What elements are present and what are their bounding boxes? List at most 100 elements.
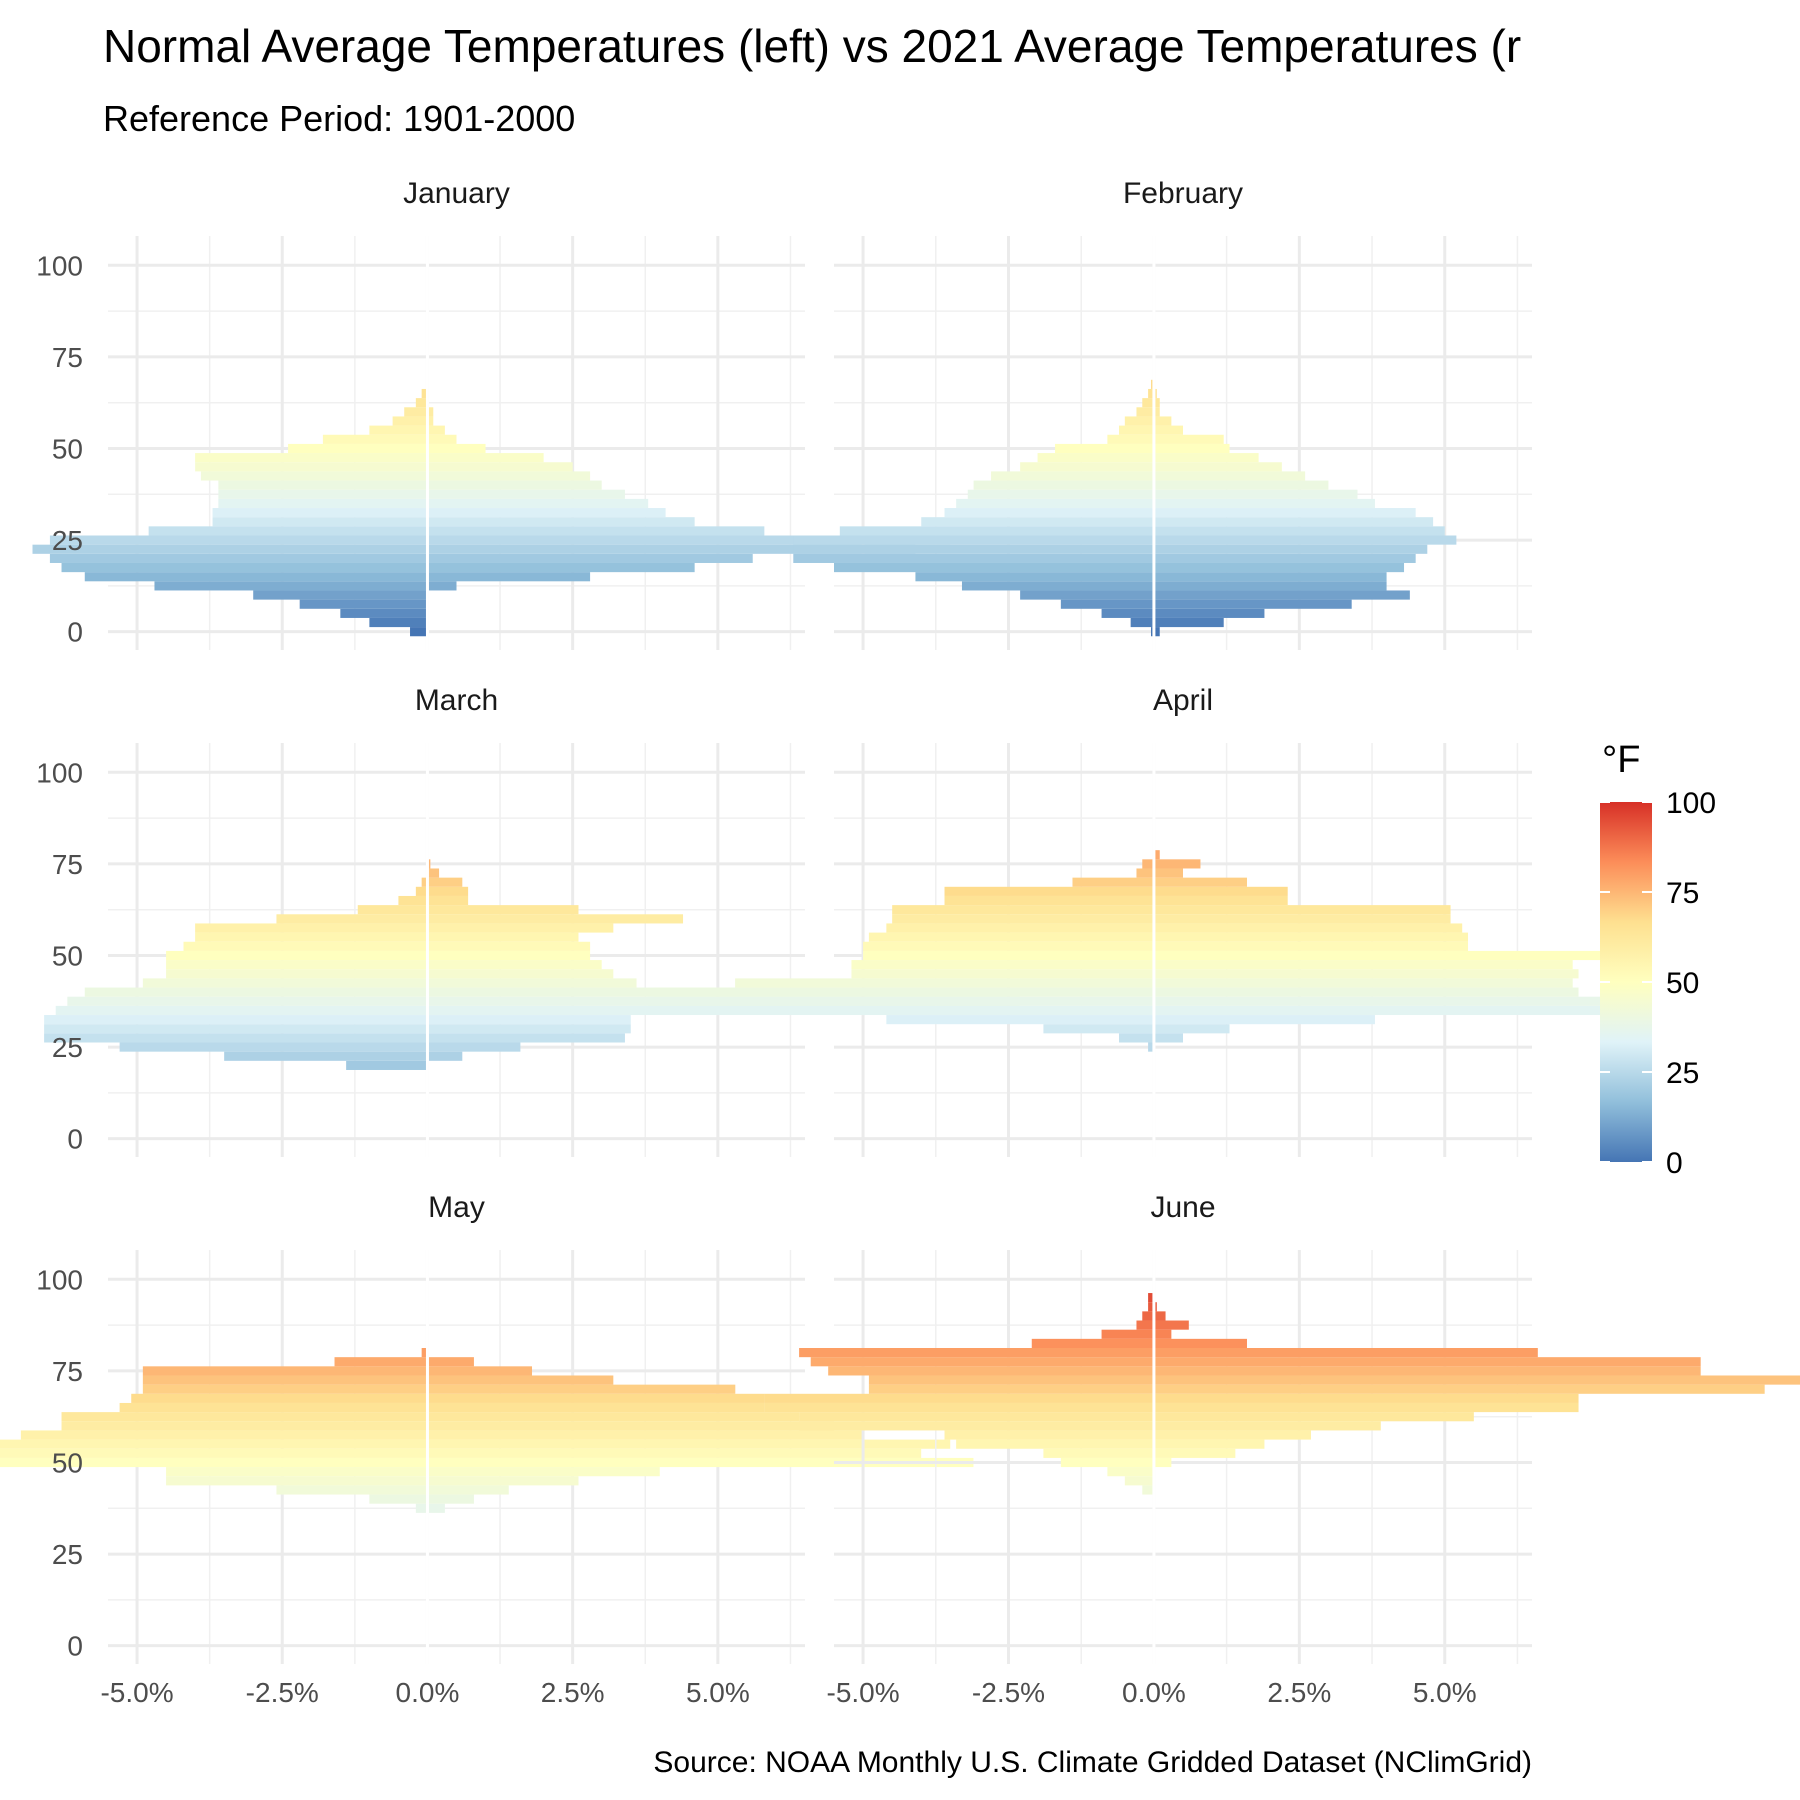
bar-normal bbox=[1055, 443, 1154, 454]
bar-normal bbox=[834, 562, 1154, 573]
bar-normal bbox=[915, 572, 1154, 582]
bar-normal bbox=[142, 978, 428, 988]
bar-normal bbox=[1037, 453, 1154, 463]
y-tick-label: 0 bbox=[67, 617, 83, 648]
bar-normal bbox=[839, 526, 1154, 536]
bar-normal bbox=[392, 416, 428, 426]
bar-2021 bbox=[1153, 1448, 1236, 1458]
bar-2021 bbox=[1153, 1421, 1381, 1431]
bar-normal bbox=[799, 1348, 1154, 1358]
bar-normal bbox=[886, 923, 1154, 933]
bar-2021 bbox=[1153, 489, 1358, 499]
bar-2021 bbox=[427, 895, 469, 906]
bar-normal bbox=[1031, 1338, 1154, 1349]
bar-normal bbox=[868, 932, 1154, 942]
bar-normal bbox=[142, 1366, 428, 1376]
bar-normal bbox=[195, 462, 428, 472]
bar-normal bbox=[200, 471, 428, 481]
y-tick-label: 25 bbox=[52, 1539, 83, 1570]
bar-normal bbox=[142, 1375, 428, 1385]
bar-2021 bbox=[427, 562, 695, 573]
bar-normal bbox=[886, 1015, 1154, 1025]
bar-2021 bbox=[1153, 453, 1259, 463]
bar-normal bbox=[183, 941, 428, 951]
bar-2021 bbox=[427, 416, 434, 426]
bar-2021 bbox=[1153, 1457, 1172, 1468]
panel-june: June -5.0% -2.5% 0.0% 2.5% 5.0% bbox=[764, 1191, 1800, 1708]
bar-normal bbox=[1119, 425, 1154, 435]
bar-2021 bbox=[1153, 590, 1410, 600]
legend-tick-label: 0 bbox=[1666, 1147, 1683, 1180]
bar-normal bbox=[322, 434, 428, 444]
bar-normal bbox=[357, 905, 428, 915]
bar-2021 bbox=[427, 1042, 521, 1052]
bar-2021 bbox=[427, 471, 591, 481]
bar-2021 bbox=[1153, 398, 1160, 408]
bar-normal bbox=[810, 1357, 1154, 1367]
bar-normal bbox=[218, 480, 428, 490]
bar-normal bbox=[195, 932, 428, 942]
panel-january: January 0 25 50 75 100 bbox=[32, 177, 951, 650]
bar-2021 bbox=[427, 1494, 474, 1504]
bar-2021 bbox=[1153, 1311, 1166, 1321]
bar-2021 bbox=[1153, 471, 1306, 481]
bar-normal bbox=[218, 489, 428, 499]
y-tick-label: 25 bbox=[52, 525, 83, 556]
bar-normal bbox=[61, 1421, 428, 1431]
bar-2021 bbox=[1153, 886, 1288, 896]
chart-subtitle: Reference Period: 1901-2000 bbox=[103, 98, 575, 139]
bar-normal bbox=[956, 498, 1154, 509]
bar-2021 bbox=[1153, 868, 1183, 878]
legend-tick-label: 25 bbox=[1666, 1057, 1699, 1090]
bar-normal bbox=[956, 1439, 1154, 1449]
bar-2021 bbox=[427, 941, 591, 951]
legend-tick-label: 100 bbox=[1666, 787, 1716, 820]
bar-2021 bbox=[427, 508, 666, 518]
bar-normal bbox=[166, 950, 428, 961]
facet-label: June bbox=[1150, 1191, 1215, 1224]
bar-normal bbox=[398, 895, 428, 906]
bar-normal bbox=[1020, 590, 1154, 600]
bar-normal bbox=[276, 914, 428, 924]
bar-2021 bbox=[427, 498, 649, 509]
bar-2021 bbox=[427, 877, 463, 887]
bar-normal bbox=[851, 969, 1154, 979]
bar-normal bbox=[1148, 1293, 1154, 1303]
bar-normal bbox=[49, 553, 428, 563]
bar-normal bbox=[410, 627, 428, 637]
bar-normal bbox=[32, 544, 428, 554]
panel-february: February bbox=[793, 177, 1532, 650]
bar-2021 bbox=[1153, 1015, 1375, 1025]
bar-2021 bbox=[1153, 1329, 1172, 1339]
y-tick-label: 100 bbox=[36, 757, 83, 788]
bar-2021 bbox=[427, 923, 614, 933]
bar-2021 bbox=[1153, 1005, 1637, 1016]
bar-normal bbox=[735, 978, 1154, 988]
y-tick-label: 50 bbox=[52, 1447, 83, 1478]
bar-normal bbox=[421, 1348, 428, 1358]
bar-2021 bbox=[427, 1357, 474, 1367]
bar-normal bbox=[1136, 868, 1154, 878]
bar-2021 bbox=[1153, 1412, 1474, 1422]
bar-2021 bbox=[427, 1033, 625, 1043]
bar-normal bbox=[166, 960, 428, 970]
bar-normal bbox=[421, 877, 428, 887]
y-tick-label: 100 bbox=[36, 250, 83, 281]
bar-2021 bbox=[427, 1402, 765, 1413]
bar-2021 bbox=[1153, 850, 1160, 860]
x-tick-label: 5.0% bbox=[1413, 1677, 1477, 1708]
bar-2021 bbox=[1153, 1375, 1800, 1385]
bar-normal bbox=[415, 1503, 428, 1513]
bar-normal bbox=[148, 526, 428, 536]
legend-tick-label: 50 bbox=[1666, 967, 1699, 1000]
bar-normal bbox=[415, 886, 428, 896]
bar-2021 bbox=[427, 407, 434, 417]
bar-2021 bbox=[1153, 1384, 1765, 1394]
bar-2021 bbox=[427, 1375, 614, 1385]
bar-normal bbox=[944, 895, 1154, 906]
bar-2021 bbox=[427, 969, 614, 979]
y-tick-label: 50 bbox=[52, 433, 83, 464]
bar-normal bbox=[944, 886, 1154, 896]
bar-2021 bbox=[1153, 617, 1224, 628]
x-tick-label: 2.5% bbox=[541, 1677, 605, 1708]
